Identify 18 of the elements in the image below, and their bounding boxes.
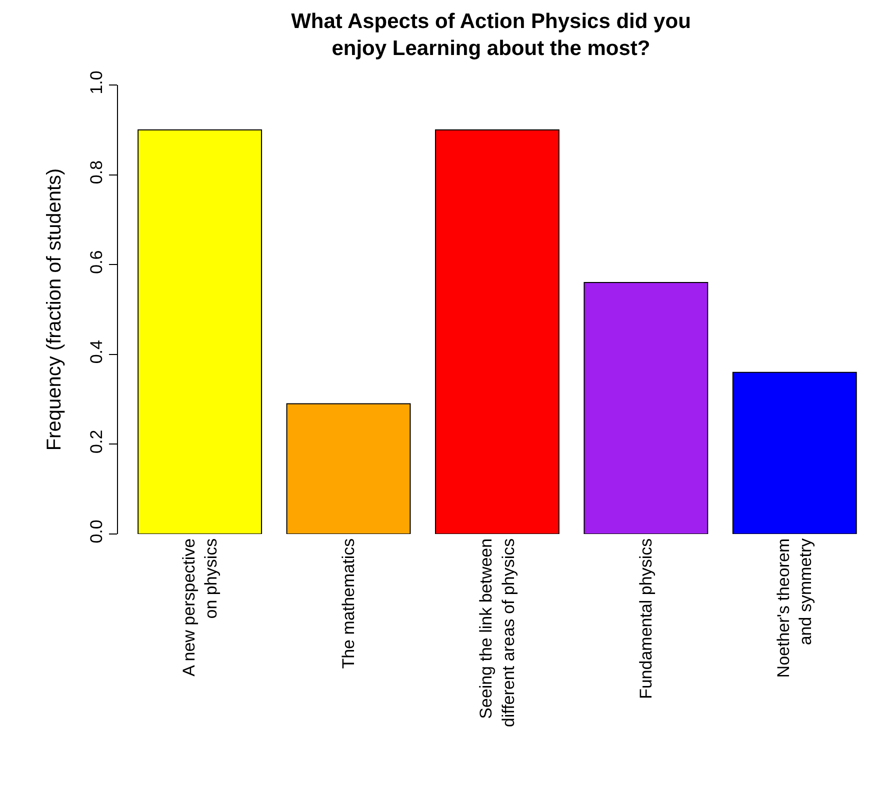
- bar: [138, 129, 262, 534]
- bar: [732, 372, 857, 534]
- y-tick-label: 0.6: [87, 250, 106, 274]
- bar: [584, 282, 708, 534]
- chart-title: What Aspects of Action Physics did you enjoy Learning about the most?: [291, 10, 691, 60]
- y-tick-label: 0.0: [87, 520, 106, 544]
- y-axis-title: Frequency (fraction of students): [44, 168, 66, 451]
- y-tick-label: 1.0: [87, 70, 106, 94]
- x-tick-label: Seeing the link between different areas of physics: [476, 538, 518, 728]
- x-tick-label: A new perspective on physics: [179, 538, 220, 676]
- y-tick-label: 0.2: [87, 430, 106, 454]
- x-tick-label: Noether's theorem and symmetry: [774, 538, 816, 678]
- x-tick-label: The mathematics: [339, 538, 358, 669]
- bar: [286, 403, 411, 534]
- bar: [435, 129, 560, 534]
- y-tick-label: 0.4: [87, 340, 106, 364]
- y-tick-label: 0.8: [87, 160, 106, 184]
- x-tick-label: Fundamental physics: [636, 538, 656, 700]
